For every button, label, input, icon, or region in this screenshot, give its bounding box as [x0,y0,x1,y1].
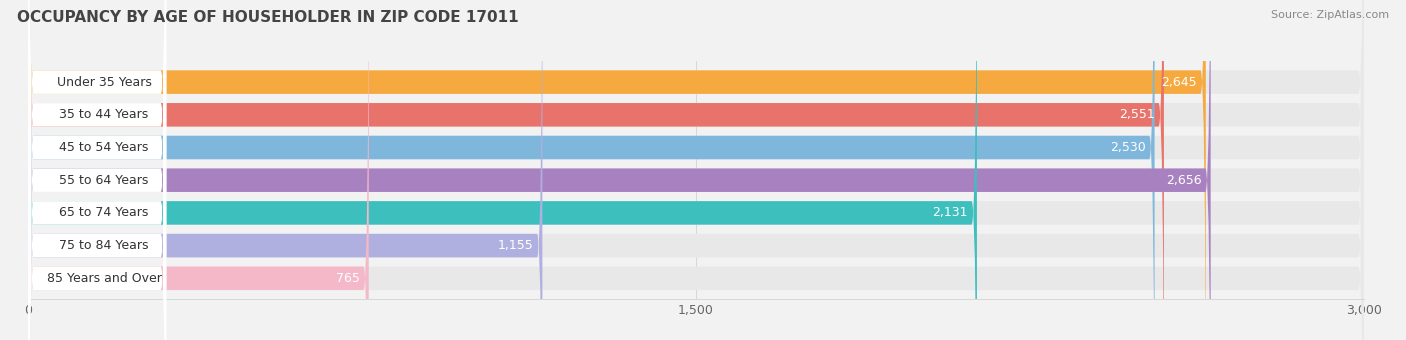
FancyBboxPatch shape [28,0,166,340]
FancyBboxPatch shape [28,0,1164,340]
Text: Source: ZipAtlas.com: Source: ZipAtlas.com [1271,10,1389,20]
FancyBboxPatch shape [28,0,166,340]
FancyBboxPatch shape [28,0,1364,340]
Text: Under 35 Years: Under 35 Years [56,75,152,89]
FancyBboxPatch shape [28,0,166,340]
Text: 75 to 84 Years: 75 to 84 Years [59,239,149,252]
Text: 1,155: 1,155 [498,239,533,252]
FancyBboxPatch shape [28,0,166,340]
FancyBboxPatch shape [28,0,1364,340]
FancyBboxPatch shape [28,0,1206,340]
Text: 765: 765 [336,272,360,285]
Text: 2,656: 2,656 [1166,174,1202,187]
Text: 2,530: 2,530 [1109,141,1146,154]
FancyBboxPatch shape [28,0,1364,340]
FancyBboxPatch shape [28,0,543,340]
Text: 55 to 64 Years: 55 to 64 Years [59,174,149,187]
Text: 2,645: 2,645 [1161,75,1197,89]
Text: 2,131: 2,131 [932,206,967,219]
Text: 45 to 54 Years: 45 to 54 Years [59,141,149,154]
Text: 2,551: 2,551 [1119,108,1154,121]
Text: OCCUPANCY BY AGE OF HOUSEHOLDER IN ZIP CODE 17011: OCCUPANCY BY AGE OF HOUSEHOLDER IN ZIP C… [17,10,519,25]
FancyBboxPatch shape [28,0,1364,340]
FancyBboxPatch shape [28,0,1364,340]
FancyBboxPatch shape [28,0,1364,340]
Text: 85 Years and Over: 85 Years and Over [46,272,162,285]
FancyBboxPatch shape [28,0,977,340]
Text: 35 to 44 Years: 35 to 44 Years [59,108,149,121]
FancyBboxPatch shape [28,0,1211,340]
FancyBboxPatch shape [28,0,1154,340]
FancyBboxPatch shape [28,0,368,340]
FancyBboxPatch shape [28,0,166,340]
Text: 65 to 74 Years: 65 to 74 Years [59,206,149,219]
FancyBboxPatch shape [28,0,1364,340]
FancyBboxPatch shape [28,0,166,340]
FancyBboxPatch shape [28,0,166,340]
